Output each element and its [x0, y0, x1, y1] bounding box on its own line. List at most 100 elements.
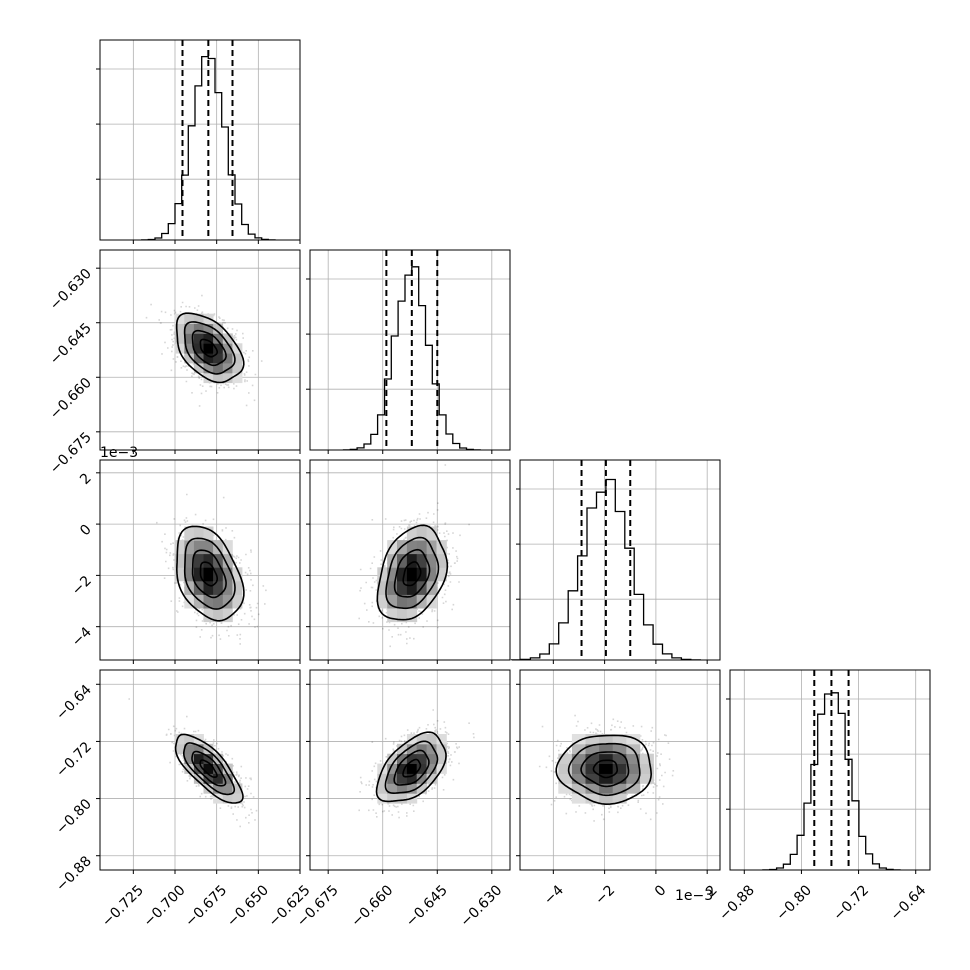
density-cell [397, 580, 408, 595]
contour-line [191, 750, 227, 787]
axes-background [310, 250, 510, 450]
density-cell [585, 763, 600, 774]
scatter-panel-2-1 [96, 249, 301, 454]
density-cell [406, 553, 418, 568]
density-cell [585, 773, 600, 784]
y-tick-label: −0.645 [47, 320, 95, 368]
density-cell [599, 783, 614, 794]
axes-frame [309, 249, 511, 451]
density-cell [222, 763, 233, 774]
density-cell [612, 734, 627, 745]
contour-line [183, 537, 236, 610]
y-tick-label: −0.80 [53, 796, 95, 838]
density-cell [193, 323, 204, 334]
density-cell [174, 323, 185, 334]
density-cell [184, 753, 195, 764]
density-cell [193, 567, 204, 582]
density-cell [213, 353, 224, 364]
density-cell [193, 353, 204, 364]
density-cell [558, 753, 573, 764]
density-cell [426, 743, 437, 755]
x-tick-label: −0.675 [182, 882, 230, 930]
density-cell [213, 372, 224, 384]
density-cell [193, 743, 204, 755]
density-cell [232, 793, 243, 804]
contour-line [402, 758, 422, 778]
density-cell [222, 363, 233, 374]
contour-line [555, 734, 653, 806]
density-cell [406, 763, 418, 774]
density-cell [213, 580, 224, 595]
y-tick-label: −4 [69, 624, 95, 650]
density-cell [174, 540, 185, 555]
density-cell [397, 743, 408, 755]
density-cell [387, 753, 398, 764]
density-cell [626, 773, 641, 784]
contour-line [174, 733, 244, 804]
density-cell [599, 743, 614, 755]
density-cell [571, 783, 586, 794]
contour-line [191, 549, 227, 599]
histogram-1 [96, 39, 301, 244]
density-cell [213, 608, 224, 623]
density-cell [416, 773, 427, 784]
density-cell [639, 773, 654, 784]
contour-line [175, 312, 245, 384]
density-cell [571, 734, 586, 745]
density-cell [599, 793, 614, 804]
y-tick-label: −0.88 [53, 853, 95, 895]
axes-frame [99, 459, 301, 661]
density-cell [626, 763, 641, 774]
density-cell [626, 753, 641, 764]
density-cell [377, 567, 388, 582]
density-cell [232, 594, 243, 609]
density-cell [184, 353, 195, 364]
density-cell [416, 553, 427, 568]
contour-line [567, 742, 641, 797]
density-cell [203, 783, 214, 794]
density-cell [203, 372, 214, 384]
x-tick-label: −0.660 [348, 882, 396, 930]
axes-background [100, 40, 300, 240]
density-cell [571, 743, 586, 755]
density-cell [184, 333, 195, 344]
density-cell [222, 793, 233, 804]
histogram-steps [141, 55, 276, 241]
contour-line [393, 548, 431, 598]
x-offset-label: 1e−3 [675, 888, 713, 904]
density-cell [571, 793, 586, 804]
y-tick-label: −0.675 [47, 429, 95, 477]
density-cell [558, 783, 573, 794]
density-cell [222, 580, 233, 595]
x-tick-label: −0.72 [831, 882, 873, 924]
axes-frame [309, 669, 511, 871]
density-cell [193, 753, 204, 764]
density-cell [377, 773, 388, 784]
density-cell [426, 753, 437, 764]
density-cell [193, 540, 204, 555]
x-tick-label: −0.700 [141, 882, 189, 930]
density-cell [387, 608, 398, 623]
x-tick-label: −0.630 [457, 882, 505, 930]
density-cell [222, 333, 233, 344]
axes-background [520, 460, 720, 660]
histogram-2 [306, 249, 511, 454]
scatter-panel-3-2 [306, 459, 511, 664]
axes-frame [99, 39, 301, 241]
axes-frame [729, 669, 931, 871]
x-tick-label: −0.725 [99, 882, 147, 930]
density-cell [203, 343, 214, 354]
density-cell [193, 363, 204, 374]
contour-line [183, 321, 236, 375]
x-tick-label: −0.645 [403, 882, 451, 930]
density-cell [184, 540, 195, 555]
density-cell [387, 773, 398, 784]
x-tick-label: −0.64 [888, 882, 930, 924]
axes-frame [519, 669, 721, 871]
density-cell [387, 594, 398, 609]
density-cell [222, 773, 233, 784]
density-cell [174, 734, 185, 745]
density-cell [213, 783, 224, 794]
density-cell [174, 553, 185, 568]
